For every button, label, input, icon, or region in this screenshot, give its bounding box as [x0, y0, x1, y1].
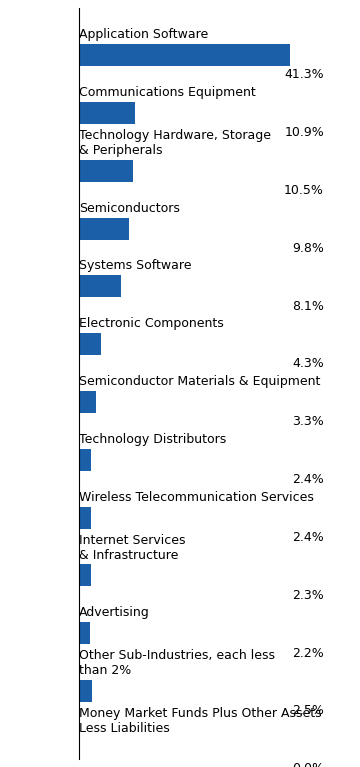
Text: 8.1%: 8.1% [292, 300, 324, 313]
Text: Technology Hardware, Storage
& Peripherals: Technology Hardware, Storage & Periphera… [79, 129, 271, 156]
Text: Other Sub-Industries, each less
than 2%: Other Sub-Industries, each less than 2% [79, 649, 275, 677]
Bar [79, 160, 133, 182]
Text: 0.0%: 0.0% [292, 762, 324, 767]
Bar [79, 391, 96, 413]
Bar [79, 218, 129, 239]
Text: Money Market Funds Plus Other Assets
Less Liabilities: Money Market Funds Plus Other Assets Les… [79, 707, 322, 735]
Text: Semiconductors: Semiconductors [79, 202, 180, 215]
Text: 2.2%: 2.2% [292, 647, 324, 660]
Bar [79, 333, 101, 355]
Text: Communications Equipment: Communications Equipment [79, 86, 256, 99]
Bar [79, 449, 91, 471]
Text: Wireless Telecommunication Services: Wireless Telecommunication Services [79, 491, 314, 504]
Text: 41.3%: 41.3% [284, 68, 324, 81]
Text: Technology Distributors: Technology Distributors [79, 433, 226, 446]
Text: Semiconductor Materials & Equipment: Semiconductor Materials & Equipment [79, 375, 320, 388]
Bar [79, 44, 290, 66]
Bar [79, 680, 92, 702]
Text: Advertising: Advertising [79, 607, 150, 620]
Text: 2.3%: 2.3% [292, 589, 324, 602]
Bar [79, 102, 135, 124]
Text: 2.4%: 2.4% [292, 531, 324, 544]
Text: 4.3%: 4.3% [292, 357, 324, 370]
Text: 2.5%: 2.5% [292, 704, 324, 717]
Text: Application Software: Application Software [79, 28, 208, 41]
Text: Systems Software: Systems Software [79, 259, 192, 272]
Bar [79, 275, 121, 298]
Text: 2.4%: 2.4% [292, 473, 324, 486]
Bar [79, 507, 91, 528]
Text: 10.9%: 10.9% [284, 127, 324, 139]
Bar [79, 622, 90, 644]
Text: 9.8%: 9.8% [292, 242, 324, 255]
Text: Electronic Components: Electronic Components [79, 318, 224, 331]
Text: 3.3%: 3.3% [292, 415, 324, 428]
Text: 10.5%: 10.5% [284, 184, 324, 197]
Bar [79, 565, 91, 587]
Text: Internet Services
& Infrastructure: Internet Services & Infrastructure [79, 534, 186, 561]
